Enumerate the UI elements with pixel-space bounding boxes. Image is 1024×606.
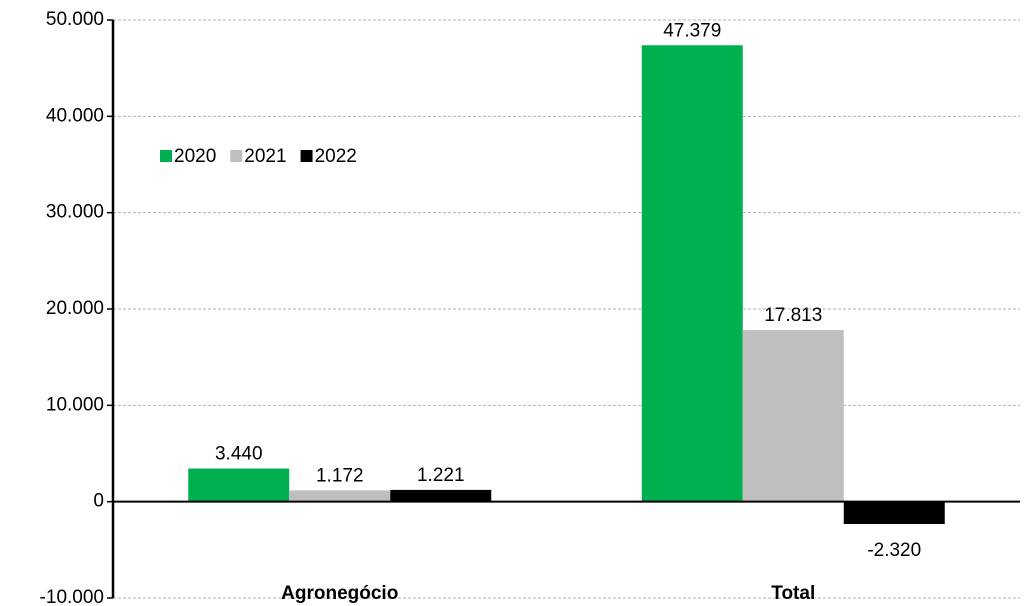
bar — [188, 468, 290, 502]
legend-label: 2021 — [244, 146, 286, 167]
x-tick-label: Agronegócio — [281, 583, 398, 604]
y-tick-label: 0 — [93, 491, 104, 512]
y-tick-label: 20.000 — [46, 298, 104, 319]
data-label: 1.172 — [316, 465, 364, 486]
y-tick-label: 40.000 — [46, 105, 104, 126]
data-label: 47.379 — [663, 20, 721, 41]
data-label: 1.221 — [417, 465, 465, 486]
y-tick-label: -10.000 — [40, 587, 104, 606]
bar — [742, 330, 844, 502]
legend-swatch — [300, 150, 313, 162]
bar — [390, 489, 492, 502]
bar — [289, 490, 391, 502]
y-tick-label: 50.000 — [46, 9, 104, 30]
x-tick-label: Total — [771, 583, 815, 604]
data-label: 3.440 — [215, 444, 263, 465]
legend-label: 2022 — [315, 146, 357, 167]
legend-label: 2020 — [174, 146, 216, 167]
data-label: 17.813 — [764, 305, 822, 326]
y-tick-label: 10.000 — [46, 394, 104, 415]
data-label: -2.320 — [867, 540, 921, 561]
legend-swatch — [160, 150, 172, 162]
bar — [641, 45, 743, 502]
y-tick-label: 30.000 — [46, 202, 104, 223]
bar — [843, 501, 945, 525]
legend-swatch — [230, 150, 243, 162]
